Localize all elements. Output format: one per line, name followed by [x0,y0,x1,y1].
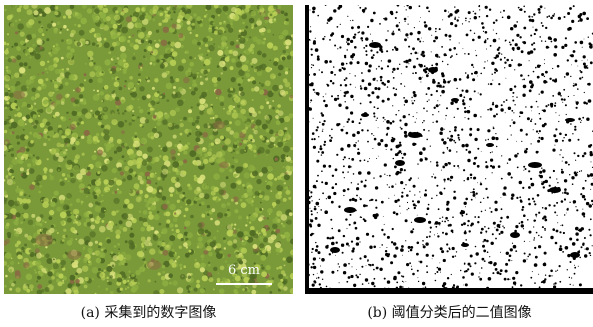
caption-a: (a) 采集到的数字图像 [80,305,217,321]
original-photo-panel: 6 cm [4,5,293,294]
moss-photo [4,5,293,294]
binary-image-panel [305,5,593,294]
caption-b: (b) 阈值分类后的二值图像 [367,305,532,321]
binary-image [305,5,593,294]
scale-label: 6 cm [228,263,261,278]
scale-bar [216,283,272,285]
